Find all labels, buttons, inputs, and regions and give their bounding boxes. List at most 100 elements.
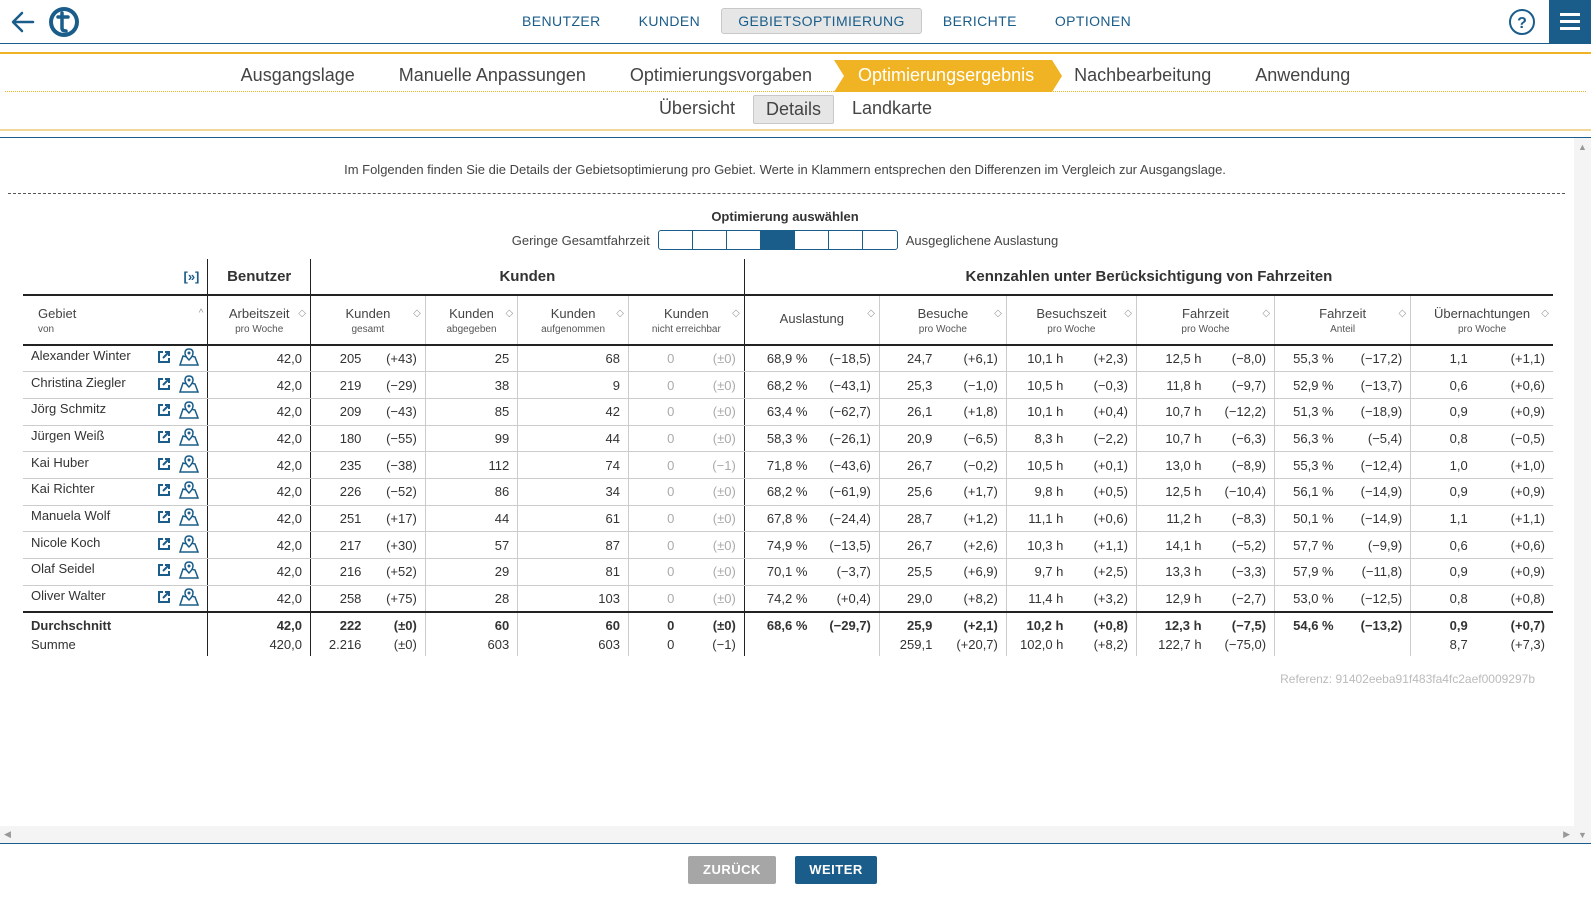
map-icon[interactable] [179,508,200,529]
column-header[interactable]: Arbeitszeit pro Woche ◇ [207,295,311,346]
optimizer-segment[interactable] [760,231,795,249]
cell-value: (−1) [682,451,745,479]
external-link-icon[interactable] [157,510,171,527]
cell-value: (−52) [369,478,426,506]
scroll-left-icon[interactable]: ◀ [4,829,11,839]
optimizer-segment[interactable] [727,231,761,249]
external-link-icon[interactable] [157,350,171,367]
column-header[interactable]: Fahrzeit pro Woche ◇ [1135,295,1275,346]
cell-value: (±0) [682,585,745,613]
external-link-icon[interactable] [157,483,171,500]
subtab-1[interactable]: Übersicht [658,98,735,118]
external-link-icon[interactable] [157,377,171,394]
sort-icon[interactable]: ◇ [1398,308,1407,319]
step-6[interactable]: Anwendung [1255,65,1351,85]
sort-icon[interactable]: ◇ [1541,308,1549,319]
map-icon[interactable] [179,454,200,476]
cell-value: 25,5 [878,558,941,586]
map-icon[interactable] [179,588,200,609]
cell-value: (+0,8) [1071,610,1137,634]
map-icon[interactable] [179,348,200,369]
app-logo[interactable] [46,4,82,40]
nav-kunden[interactable]: KUNDEN [638,13,701,29]
column-header[interactable]: Kunden gesamt ◇ [310,295,426,346]
sort-icon[interactable]: ◇ [616,308,624,319]
cell-value: (+20,7) [956,637,998,653]
external-link-icon[interactable] [157,457,171,474]
map-icon[interactable] [179,534,200,556]
external-link-icon[interactable] [157,563,171,580]
cell-value: (−75,0) [1224,637,1267,653]
cell-value: 12,3 h [1135,610,1210,634]
expand-columns-button[interactable]: [»] [183,269,200,284]
map-icon[interactable] [179,428,200,449]
step-5[interactable]: Nachbearbeitung [1074,65,1212,85]
column-title: Kunden [449,305,494,321]
column-header[interactable]: Kunden abgegeben ◇ [424,295,518,346]
next-button[interactable]: WEITER [795,856,877,884]
map-icon[interactable] [179,561,200,582]
scroll-down-icon[interactable]: ▼ [1578,830,1587,840]
column-header[interactable]: Kunden nicht erreichbar ◇ [627,295,745,346]
column-header[interactable]: Fahrzeit Anteil ◇ [1274,295,1411,346]
column-title: Fahrzeit [1319,305,1367,321]
sort-icon[interactable]: ◇ [298,308,306,319]
step-2[interactable]: Manuelle Anpassungen [398,65,586,85]
nav-optionen[interactable]: OPTIONEN [1054,13,1132,29]
vertical-scrollbar[interactable]: ▲ ▼ [1574,138,1591,844]
step-1[interactable]: Ausgangslage [240,65,355,85]
cell-value: 0 [627,425,683,453]
external-link-icon[interactable] [157,430,171,447]
sort-icon[interactable]: ◇ [732,308,740,319]
cell-value: (−12,5) [1341,585,1411,613]
cell-value [1342,634,1411,656]
map-icon[interactable] [179,481,200,502]
help-icon[interactable]: ? [1508,8,1536,36]
optimizer-segment[interactable] [659,231,693,249]
row-actions [149,454,200,476]
nav-berichte[interactable]: BERICHTE [942,13,1017,29]
optimizer-segment[interactable] [693,231,727,249]
column-header[interactable]: Auslastung ◇ [743,295,880,346]
sort-icon[interactable]: ◇ [1124,308,1132,319]
subtab-2[interactable]: Details [752,95,834,124]
map-icon[interactable] [179,374,200,396]
scroll-up-icon[interactable]: ▲ [1578,142,1587,152]
column-header[interactable]: Besuchszeit pro Woche ◇ [1005,295,1137,346]
back-button[interactable]: ZURÜCK [688,856,776,884]
optimizer-segment[interactable] [795,231,829,249]
back-arrow-icon[interactable] [8,8,38,36]
external-link-icon[interactable] [157,590,171,607]
column-subtitle: von [38,323,55,335]
sort-icon[interactable]: ◇ [1262,308,1271,319]
cell-value: (−0,5) [1475,425,1553,453]
optimizer-segment[interactable] [863,231,897,249]
step-4[interactable]: Optimierungsergebnis [834,60,1063,92]
column-header[interactable]: Gebiet von ^ [23,295,208,346]
scroll-right-icon[interactable]: ▶ [1563,829,1570,839]
cell-value: (±0) [369,610,426,634]
external-link-icon[interactable] [157,403,171,420]
sort-icon[interactable]: ◇ [867,308,875,319]
hamburger-menu-icon[interactable] [1549,0,1591,43]
optimizer-slider[interactable] [657,230,898,250]
step-3[interactable]: Optimierungsvorgaben [629,65,813,85]
sort-icon[interactable]: ◇ [413,308,421,319]
column-subtitle: nicht erreichbar [651,323,721,335]
sort-icon[interactable]: ◇ [505,308,514,319]
optimizer-title: Optimierung auswählen [711,209,859,224]
horizontal-scrollbar[interactable]: ◀ ▶ [0,826,1574,843]
optimizer-segment[interactable] [829,231,863,249]
nav-benutzer[interactable]: BENUTZER [522,13,601,29]
column-header[interactable]: Übernachtungen pro Woche ◇ [1410,295,1553,346]
territory-name: Kai Huber [31,454,89,470]
sort-icon[interactable]: ◇ [994,308,1002,319]
nav-gebietsoptimierung[interactable]: GEBIETSOPTIMIERUNG [721,8,922,34]
map-icon[interactable] [179,401,200,422]
column-header[interactable]: Besuche pro Woche ◇ [878,295,1007,346]
external-link-icon[interactable] [157,537,171,554]
subtab-3[interactable]: Landkarte [852,98,933,118]
row-actions [149,348,200,369]
column-header[interactable]: Kunden aufgenommen ◇ [517,295,629,346]
sort-icon[interactable]: ^ [198,308,204,319]
